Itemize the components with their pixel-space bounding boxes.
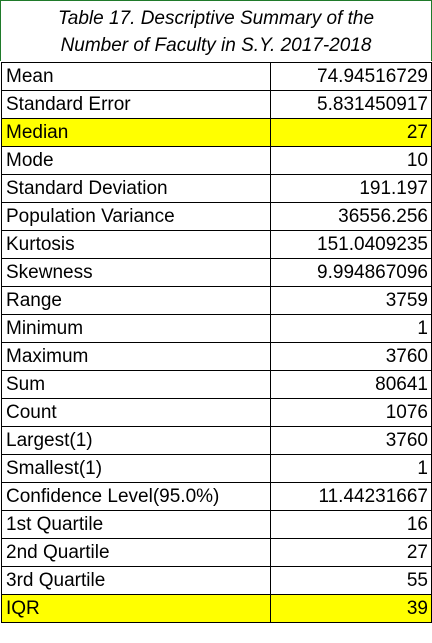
statistics-table-body: Mean 74.94516729 Standard Error 5.831450917… xyxy=(2,63,432,623)
stat-value: 3759 xyxy=(271,287,432,315)
stat-label: Median xyxy=(2,119,271,147)
table-row: 2nd Quartile 27 xyxy=(2,539,432,567)
stat-label: Confidence Level(95.0%) xyxy=(2,483,271,511)
stat-value: 27 xyxy=(271,539,432,567)
stat-value: 3760 xyxy=(271,427,432,455)
stat-label: Minimum xyxy=(2,315,271,343)
caption-line-2: Number of Faculty in S.Y. 2017-2018 xyxy=(1,32,431,59)
table-row: Standard Error 5.831450917 xyxy=(2,91,432,119)
stat-label: Skewness xyxy=(2,259,271,287)
stat-value: 16 xyxy=(271,511,432,539)
table-row: Skewness 9.994867096 xyxy=(2,259,432,287)
table-row: Mode 10 xyxy=(2,147,432,175)
stat-label: IQR xyxy=(2,595,271,623)
table-row: Count 1076 xyxy=(2,399,432,427)
stat-value: 80641 xyxy=(271,371,432,399)
stat-label: Standard Error xyxy=(2,91,271,119)
stat-value: 36556.256 xyxy=(271,203,432,231)
stat-value: 39 xyxy=(271,595,432,623)
table-row: Minimum 1 xyxy=(2,315,432,343)
stat-label: 3rd Quartile xyxy=(2,567,271,595)
table-row: Kurtosis 151.0409235 xyxy=(2,231,432,259)
table-caption: Table 17. Descriptive Summary of the Num… xyxy=(0,0,432,61)
table-row: Smallest(1) 1 xyxy=(2,455,432,483)
stat-value: 5.831450917 xyxy=(271,91,432,119)
stat-label: Population Variance xyxy=(2,203,271,231)
stat-value: 74.94516729 xyxy=(271,63,432,91)
stat-label: Range xyxy=(2,287,271,315)
table-row: Population Variance 36556.256 xyxy=(2,203,432,231)
stat-label: Standard Deviation xyxy=(2,175,271,203)
stat-label: Mode xyxy=(2,147,271,175)
stat-label: Largest(1) xyxy=(2,427,271,455)
stat-value: 1076 xyxy=(271,399,432,427)
stat-value: 151.0409235 xyxy=(271,231,432,259)
table-row: IQR 39 xyxy=(2,595,432,623)
table-row: Sum 80641 xyxy=(2,371,432,399)
stat-label: 2nd Quartile xyxy=(2,539,271,567)
stat-value: 10 xyxy=(271,147,432,175)
stat-label: Maximum xyxy=(2,343,271,371)
table-row: Mean 74.94516729 xyxy=(2,63,432,91)
stat-value: 1 xyxy=(271,455,432,483)
stat-value: 55 xyxy=(271,567,432,595)
table-row: Maximum 3760 xyxy=(2,343,432,371)
table-row: Median 27 xyxy=(2,119,432,147)
stat-label: Smallest(1) xyxy=(2,455,271,483)
stat-value: 27 xyxy=(271,119,432,147)
stat-label: Mean xyxy=(2,63,271,91)
stat-label: Sum xyxy=(2,371,271,399)
table-row: Largest(1) 3760 xyxy=(2,427,432,455)
stat-value: 1 xyxy=(271,315,432,343)
table-row: Standard Deviation 191.197 xyxy=(2,175,432,203)
stat-label: Count xyxy=(2,399,271,427)
stat-value: 9.994867096 xyxy=(271,259,432,287)
caption-line-1: Table 17. Descriptive Summary of the xyxy=(1,5,431,32)
stat-value: 191.197 xyxy=(271,175,432,203)
stat-value: 3760 xyxy=(271,343,432,371)
table-row: 3rd Quartile 55 xyxy=(2,567,432,595)
table-row: Confidence Level(95.0%) 11.44231667 xyxy=(2,483,432,511)
statistics-table: Mean 74.94516729 Standard Error 5.831450917… xyxy=(1,62,432,623)
stat-value: 11.44231667 xyxy=(271,483,432,511)
table-row: Range 3759 xyxy=(2,287,432,315)
stat-label: 1st Quartile xyxy=(2,511,271,539)
stat-label: Kurtosis xyxy=(2,231,271,259)
table-row: 1st Quartile 16 xyxy=(2,511,432,539)
